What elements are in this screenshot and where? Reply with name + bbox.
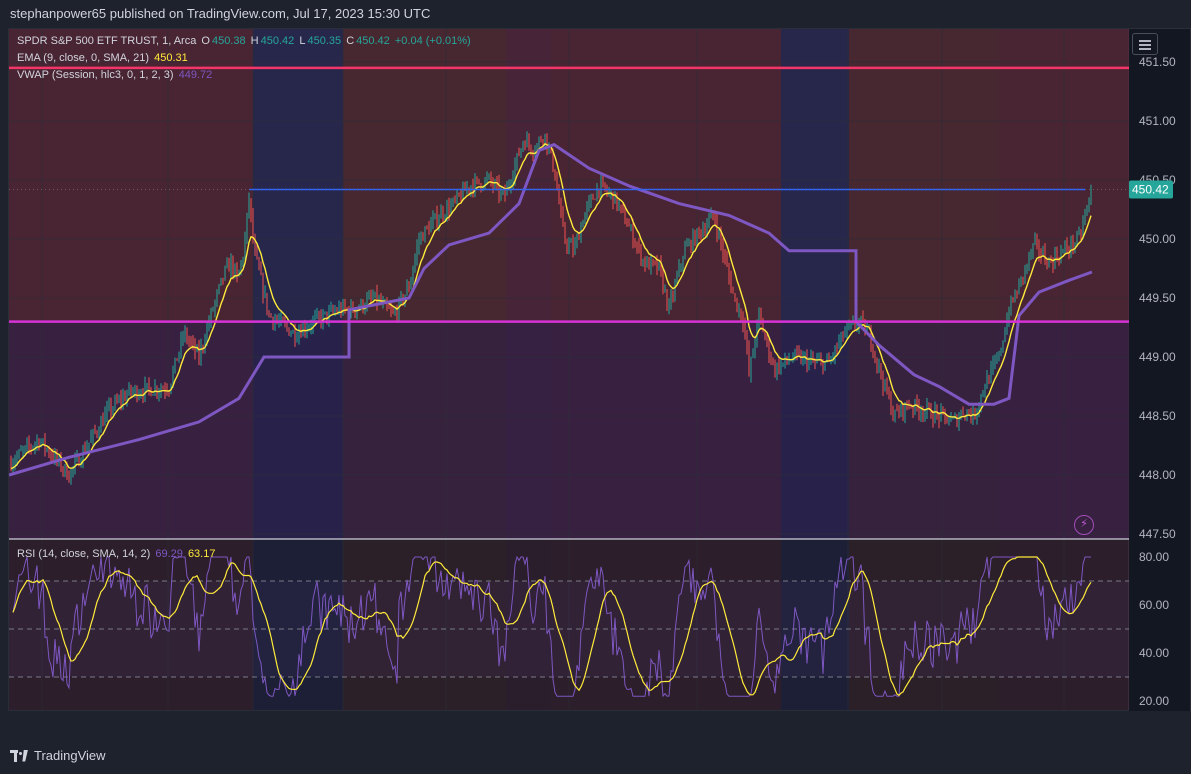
rsi-tick-label: 80.00 (1139, 550, 1169, 564)
rsi-label: RSI (14, close, SMA, 14, 2) (17, 548, 151, 560)
high-label: H (250, 35, 259, 47)
price-tick-label: 449.00 (1139, 350, 1176, 364)
change-value: +0.04 (+0.01%) (394, 35, 471, 47)
price-axis[interactable]: 451.50 451.00 450.50 450.00 449.50 449.00 448.… (1129, 28, 1191, 711)
open-label: O (201, 35, 210, 47)
price-tick-label: 448.00 (1139, 468, 1176, 482)
chart-canvas[interactable]: 15:0018:0020:001412:0015:0018:001712:001… (9, 29, 1130, 712)
rsi-legend[interactable]: RSI (14, close, SMA, 14, 2) 69.29 63.17 (17, 548, 217, 560)
symbol-name: SPDR S&P 500 ETF TRUST, 1, Arca (17, 35, 197, 47)
rsi-value: 69.29 (155, 548, 183, 560)
publish-header: stephanpower65 published on TradingView.… (0, 0, 1191, 28)
last-price-tag (1129, 180, 1173, 199)
vwap-value: 449.72 (178, 69, 213, 81)
last-price-label: 450.42 (1132, 182, 1169, 196)
price-tick-label: 447.50 (1139, 527, 1176, 541)
tradingview-brand: TradingView (34, 748, 106, 763)
rsi-ma-line (12, 556, 1092, 697)
ema-label: EMA (9, close, 0, SMA, 21) (17, 52, 150, 64)
price-tick-label: 450.00 (1139, 232, 1176, 246)
high-value: 450.42 (260, 35, 295, 47)
price-tick-label: 451.50 (1139, 55, 1176, 69)
rsi-tick-label: 60.00 (1139, 598, 1169, 612)
price-tick-label: 448.50 (1139, 409, 1176, 423)
rsi-line (12, 555, 1091, 698)
tradingview-logo[interactable]: TradingView (10, 748, 106, 763)
vwap-label: VWAP (Session, hlc3, 0, 1, 2, 3) (17, 69, 174, 81)
lightning-icon[interactable]: ⚡ (1074, 515, 1094, 535)
chart-frame[interactable]: 15:0018:0020:001412:0015:0018:001712:001… (8, 28, 1130, 712)
rsi-tick-label: 20.00 (1139, 694, 1169, 708)
price-tick-label: 449.50 (1139, 291, 1176, 305)
rsi-session-band (343, 540, 506, 710)
price-tick-label: 451.00 (1139, 114, 1176, 128)
rsi-tick-label: 40.00 (1139, 646, 1169, 660)
close-label: C (346, 35, 355, 47)
open-value: 450.38 (211, 35, 246, 47)
rsi-ma-value: 63.17 (187, 548, 216, 560)
menu-icon[interactable] (1132, 33, 1158, 55)
symbol-legend: SPDR S&P 500 ETF TRUST, 1, Arca O 450.38 … (17, 35, 473, 47)
tradingview-mark-icon (10, 749, 28, 762)
low-value: 450.35 (307, 35, 342, 47)
vwap-line (9, 142, 1093, 477)
ema-legend[interactable]: EMA (9, close, 0, SMA, 21) 450.31 (17, 52, 190, 64)
close-value: 450.42 (356, 35, 390, 47)
low-label: L (299, 35, 306, 47)
vwap-legend[interactable]: VWAP (Session, hlc3, 0, 1, 2, 3) 449.72 (17, 69, 214, 81)
footer: TradingView (0, 738, 1191, 774)
rsi-session-band (9, 540, 253, 710)
price-axis-canvas: 451.50451.00450.50450.00449.50449.00448.… (1129, 55, 1176, 708)
ema-value: 450.31 (154, 52, 188, 64)
rsi-session-band (506, 540, 551, 710)
